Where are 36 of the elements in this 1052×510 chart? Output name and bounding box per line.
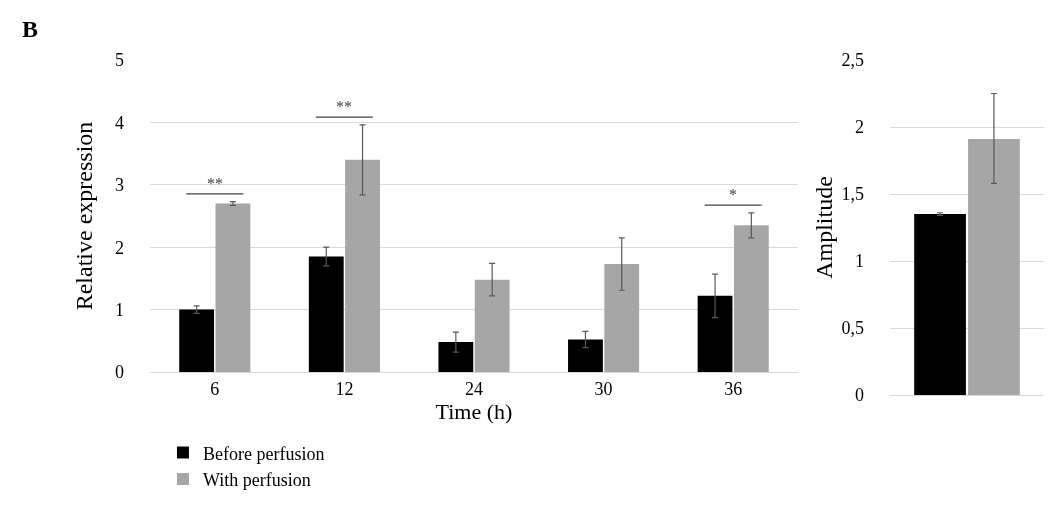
x-tick-label: 24 [465,378,483,399]
x-tick-label: 6 [210,378,220,399]
chart-title: B [22,16,39,42]
annotation: * [729,186,737,203]
bar [345,159,380,372]
y-tick-label: 3 [115,175,124,196]
bar [179,309,215,372]
bar [697,295,733,372]
bar [604,264,640,372]
bar [733,225,769,372]
legend-label: Before perfusion [202,443,325,464]
x-tick-label: 12 [335,378,354,399]
y-tick-label: 4 [115,112,124,133]
x-tick-label: 30 [594,378,613,399]
annotation: ** [336,98,352,115]
y-tick-label: 2,5 [841,50,864,71]
x-axis-title: Time (h) [435,398,513,424]
legend-label: With perfusion [202,470,311,491]
bar [308,256,344,372]
annotation: ** [207,175,223,192]
y-tick-label: 0,5 [841,318,864,339]
y-tick-label: 2 [115,237,124,258]
bar [474,279,510,372]
y-tick-label: 1 [855,251,864,272]
y-tick-label: 1 [115,299,124,320]
x-tick-label: 36 [724,378,743,399]
y-axis-title: Relative expression [71,121,97,311]
y-tick-label: 0 [115,362,124,383]
y-axis-title: Amplitude [811,176,837,279]
bar [215,203,251,372]
bar [438,342,474,372]
y-tick-label: 1,5 [841,184,864,205]
y-tick-label: 2 [855,117,864,138]
y-tick-label: 5 [115,50,124,71]
y-tick-label: 0 [855,385,864,406]
bar [568,339,603,372]
